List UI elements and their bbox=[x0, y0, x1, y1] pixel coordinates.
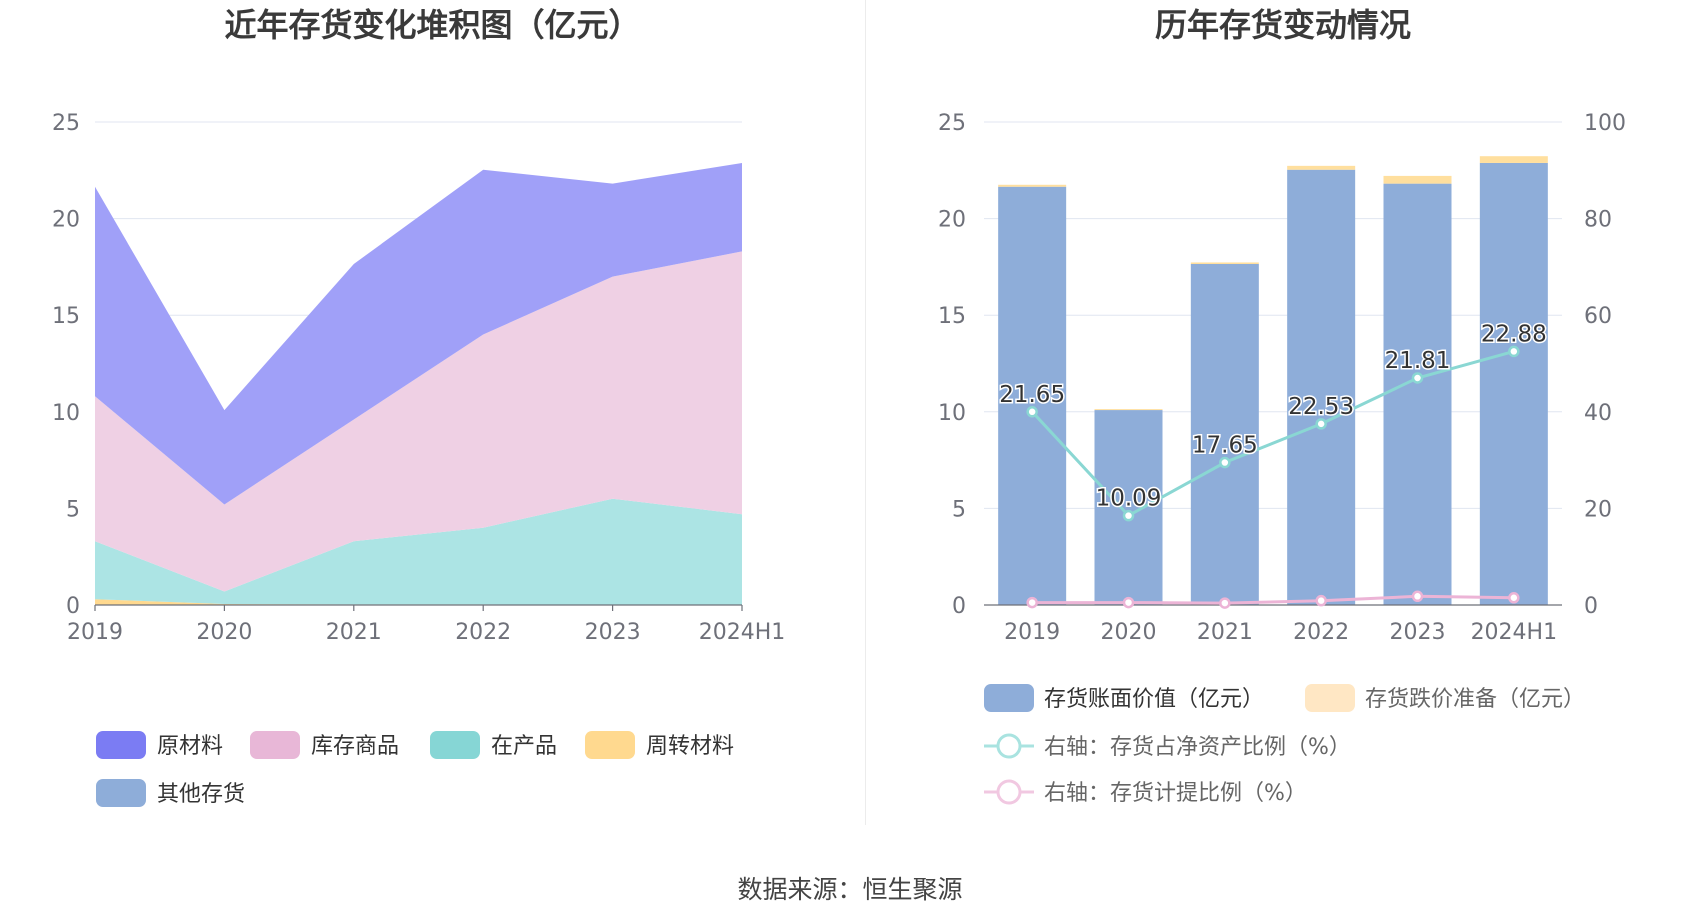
bar-line-panel: 历年存货变动情况 0 5 10 15 20 25 0 20 40 60 80 100 2019 2020 2… bbox=[866, 0, 1700, 830]
left-xtick-2024H1: 2024H1 bbox=[699, 620, 786, 645]
left-xtick-2020: 2020 bbox=[196, 620, 252, 645]
right-ytick-25: 25 bbox=[938, 111, 966, 136]
left-legend-label-3: 周转材料 bbox=[646, 734, 734, 759]
left-ytick-15: 15 bbox=[52, 304, 80, 329]
bar-book-value-5 bbox=[1479, 162, 1548, 605]
left-legend-swatch-3 bbox=[585, 731, 635, 759]
area-series-3 bbox=[95, 251, 742, 592]
line-point-1-0 bbox=[1026, 596, 1038, 609]
stacked-area-chart: 0 5 10 15 20 25 2019 2020 2021 2022 2023 2024H1 原材料 库… bbox=[52, 111, 786, 807]
bar-label-2: 17.65 bbox=[1192, 433, 1258, 459]
line-point-0-5 bbox=[1508, 345, 1520, 358]
right-legend-marker-3 bbox=[996, 779, 1022, 805]
left-ytick-5: 5 bbox=[66, 497, 80, 522]
line-point-0-3 bbox=[1315, 418, 1327, 430]
left-chart-title: 近年存货变化堆积图（亿元） bbox=[224, 6, 641, 44]
left-legend-swatch-2 bbox=[430, 731, 480, 759]
left-legend-label-1: 库存商品 bbox=[311, 734, 399, 759]
left-ytick-25: 25 bbox=[52, 111, 80, 136]
bar-book-value-4 bbox=[1383, 183, 1452, 605]
line-point-0-4 bbox=[1411, 372, 1424, 384]
bar-reserve-4 bbox=[1383, 175, 1452, 184]
right-ytick-10: 10 bbox=[938, 401, 966, 426]
right-legend-label-2: 右轴：存货占净资产比例（%） bbox=[1044, 735, 1351, 760]
right-xtick-2023: 2023 bbox=[1390, 620, 1446, 645]
line-point-1-2 bbox=[1219, 597, 1231, 609]
left-ytick-20: 20 bbox=[52, 208, 80, 233]
bar-reserve-0 bbox=[998, 184, 1067, 187]
area-series-2 bbox=[95, 498, 742, 605]
bar-book-value-0 bbox=[998, 186, 1067, 606]
bar-reserve-3 bbox=[1287, 165, 1356, 170]
right-chart-title: 历年存货变动情况 bbox=[1154, 6, 1411, 44]
right-xtick-2021: 2021 bbox=[1197, 620, 1253, 645]
line-point-1-3 bbox=[1315, 594, 1327, 607]
line-point-0-0 bbox=[1026, 406, 1038, 418]
left-legend-swatch-1 bbox=[250, 731, 300, 759]
line-point-1-5 bbox=[1508, 592, 1520, 604]
right-legend-label-0: 存货账面价值（亿元） bbox=[1044, 687, 1264, 712]
right-ytick-0: 0 bbox=[952, 594, 966, 619]
bar-book-value-3 bbox=[1287, 169, 1356, 605]
right-y2tick-80: 80 bbox=[1584, 208, 1612, 233]
line-point-1-4 bbox=[1411, 590, 1424, 603]
left-xtick-2019: 2019 bbox=[67, 620, 123, 645]
right-ytick-5: 5 bbox=[952, 497, 966, 522]
bar-book-value-2 bbox=[1190, 264, 1259, 605]
area-series-4 bbox=[95, 163, 742, 505]
stacked-area-panel: 近年存货变化堆积图（亿元） 0 5 10 15 20 25 2019 2020 2021 2022… bbox=[0, 0, 865, 830]
right-legend-swatch-1 bbox=[1305, 684, 1355, 712]
left-legend-label-2: 在产品 bbox=[491, 734, 557, 759]
bar-label-4: 21.81 bbox=[1385, 348, 1451, 374]
right-xtick-2019: 2019 bbox=[1004, 620, 1060, 645]
left-ytick-0: 0 bbox=[66, 594, 80, 619]
right-xtick-2020: 2020 bbox=[1101, 620, 1157, 645]
bar-label-5: 22.88 bbox=[1481, 321, 1547, 347]
data-source-note: 数据来源：恒生聚源 bbox=[737, 875, 963, 904]
left-xtick-2022: 2022 bbox=[455, 620, 511, 645]
bar-book-value-1 bbox=[1094, 410, 1163, 605]
right-y2tick-100: 100 bbox=[1584, 111, 1626, 136]
left-legend-swatch-0 bbox=[96, 731, 146, 759]
right-legend-label-1: 存货跌价准备（亿元） bbox=[1365, 687, 1585, 712]
right-y2tick-0: 0 bbox=[1584, 594, 1598, 619]
bar-label-0: 21.65 bbox=[999, 382, 1065, 408]
right-y2tick-60: 60 bbox=[1584, 304, 1612, 329]
right-xtick-2022: 2022 bbox=[1293, 620, 1349, 645]
left-ytick-10: 10 bbox=[52, 401, 80, 426]
line-point-1-1 bbox=[1122, 596, 1135, 609]
right-legend-swatch-0 bbox=[984, 684, 1034, 712]
right-legend-marker-2 bbox=[996, 733, 1022, 759]
right-legend-label-3: 右轴：存货计提比例（%） bbox=[1044, 781, 1307, 806]
left-legend-label-0: 原材料 bbox=[157, 734, 223, 759]
left-legend-swatch-4 bbox=[96, 779, 146, 807]
right-ytick-20: 20 bbox=[938, 208, 966, 233]
right-xtick-2024H1: 2024H1 bbox=[1471, 620, 1558, 645]
bar-reserve-1 bbox=[1094, 409, 1163, 411]
left-xtick-2023: 2023 bbox=[585, 620, 641, 645]
bar-reserve-2 bbox=[1190, 262, 1259, 265]
left-xtick-2021: 2021 bbox=[326, 620, 382, 645]
line-point-0-2 bbox=[1219, 456, 1231, 469]
bar-label-3: 22.53 bbox=[1288, 394, 1354, 420]
line-point-0-1 bbox=[1122, 509, 1135, 522]
bar-line-chart: 0 5 10 15 20 25 0 20 40 60 80 100 2019 2020 2021 2022 20… bbox=[938, 111, 1626, 806]
right-y2tick-40: 40 bbox=[1584, 401, 1612, 426]
bar-reserve-5 bbox=[1479, 156, 1548, 163]
panel-divider bbox=[865, 0, 866, 825]
right-ytick-15: 15 bbox=[938, 304, 966, 329]
line-series-0 bbox=[1031, 349, 1515, 518]
line-series-1 bbox=[1032, 594, 1514, 605]
right-y2tick-20: 20 bbox=[1584, 497, 1612, 522]
bar-label-1: 10.09 bbox=[1096, 486, 1162, 512]
left-legend-label-4: 其他存货 bbox=[157, 782, 245, 807]
